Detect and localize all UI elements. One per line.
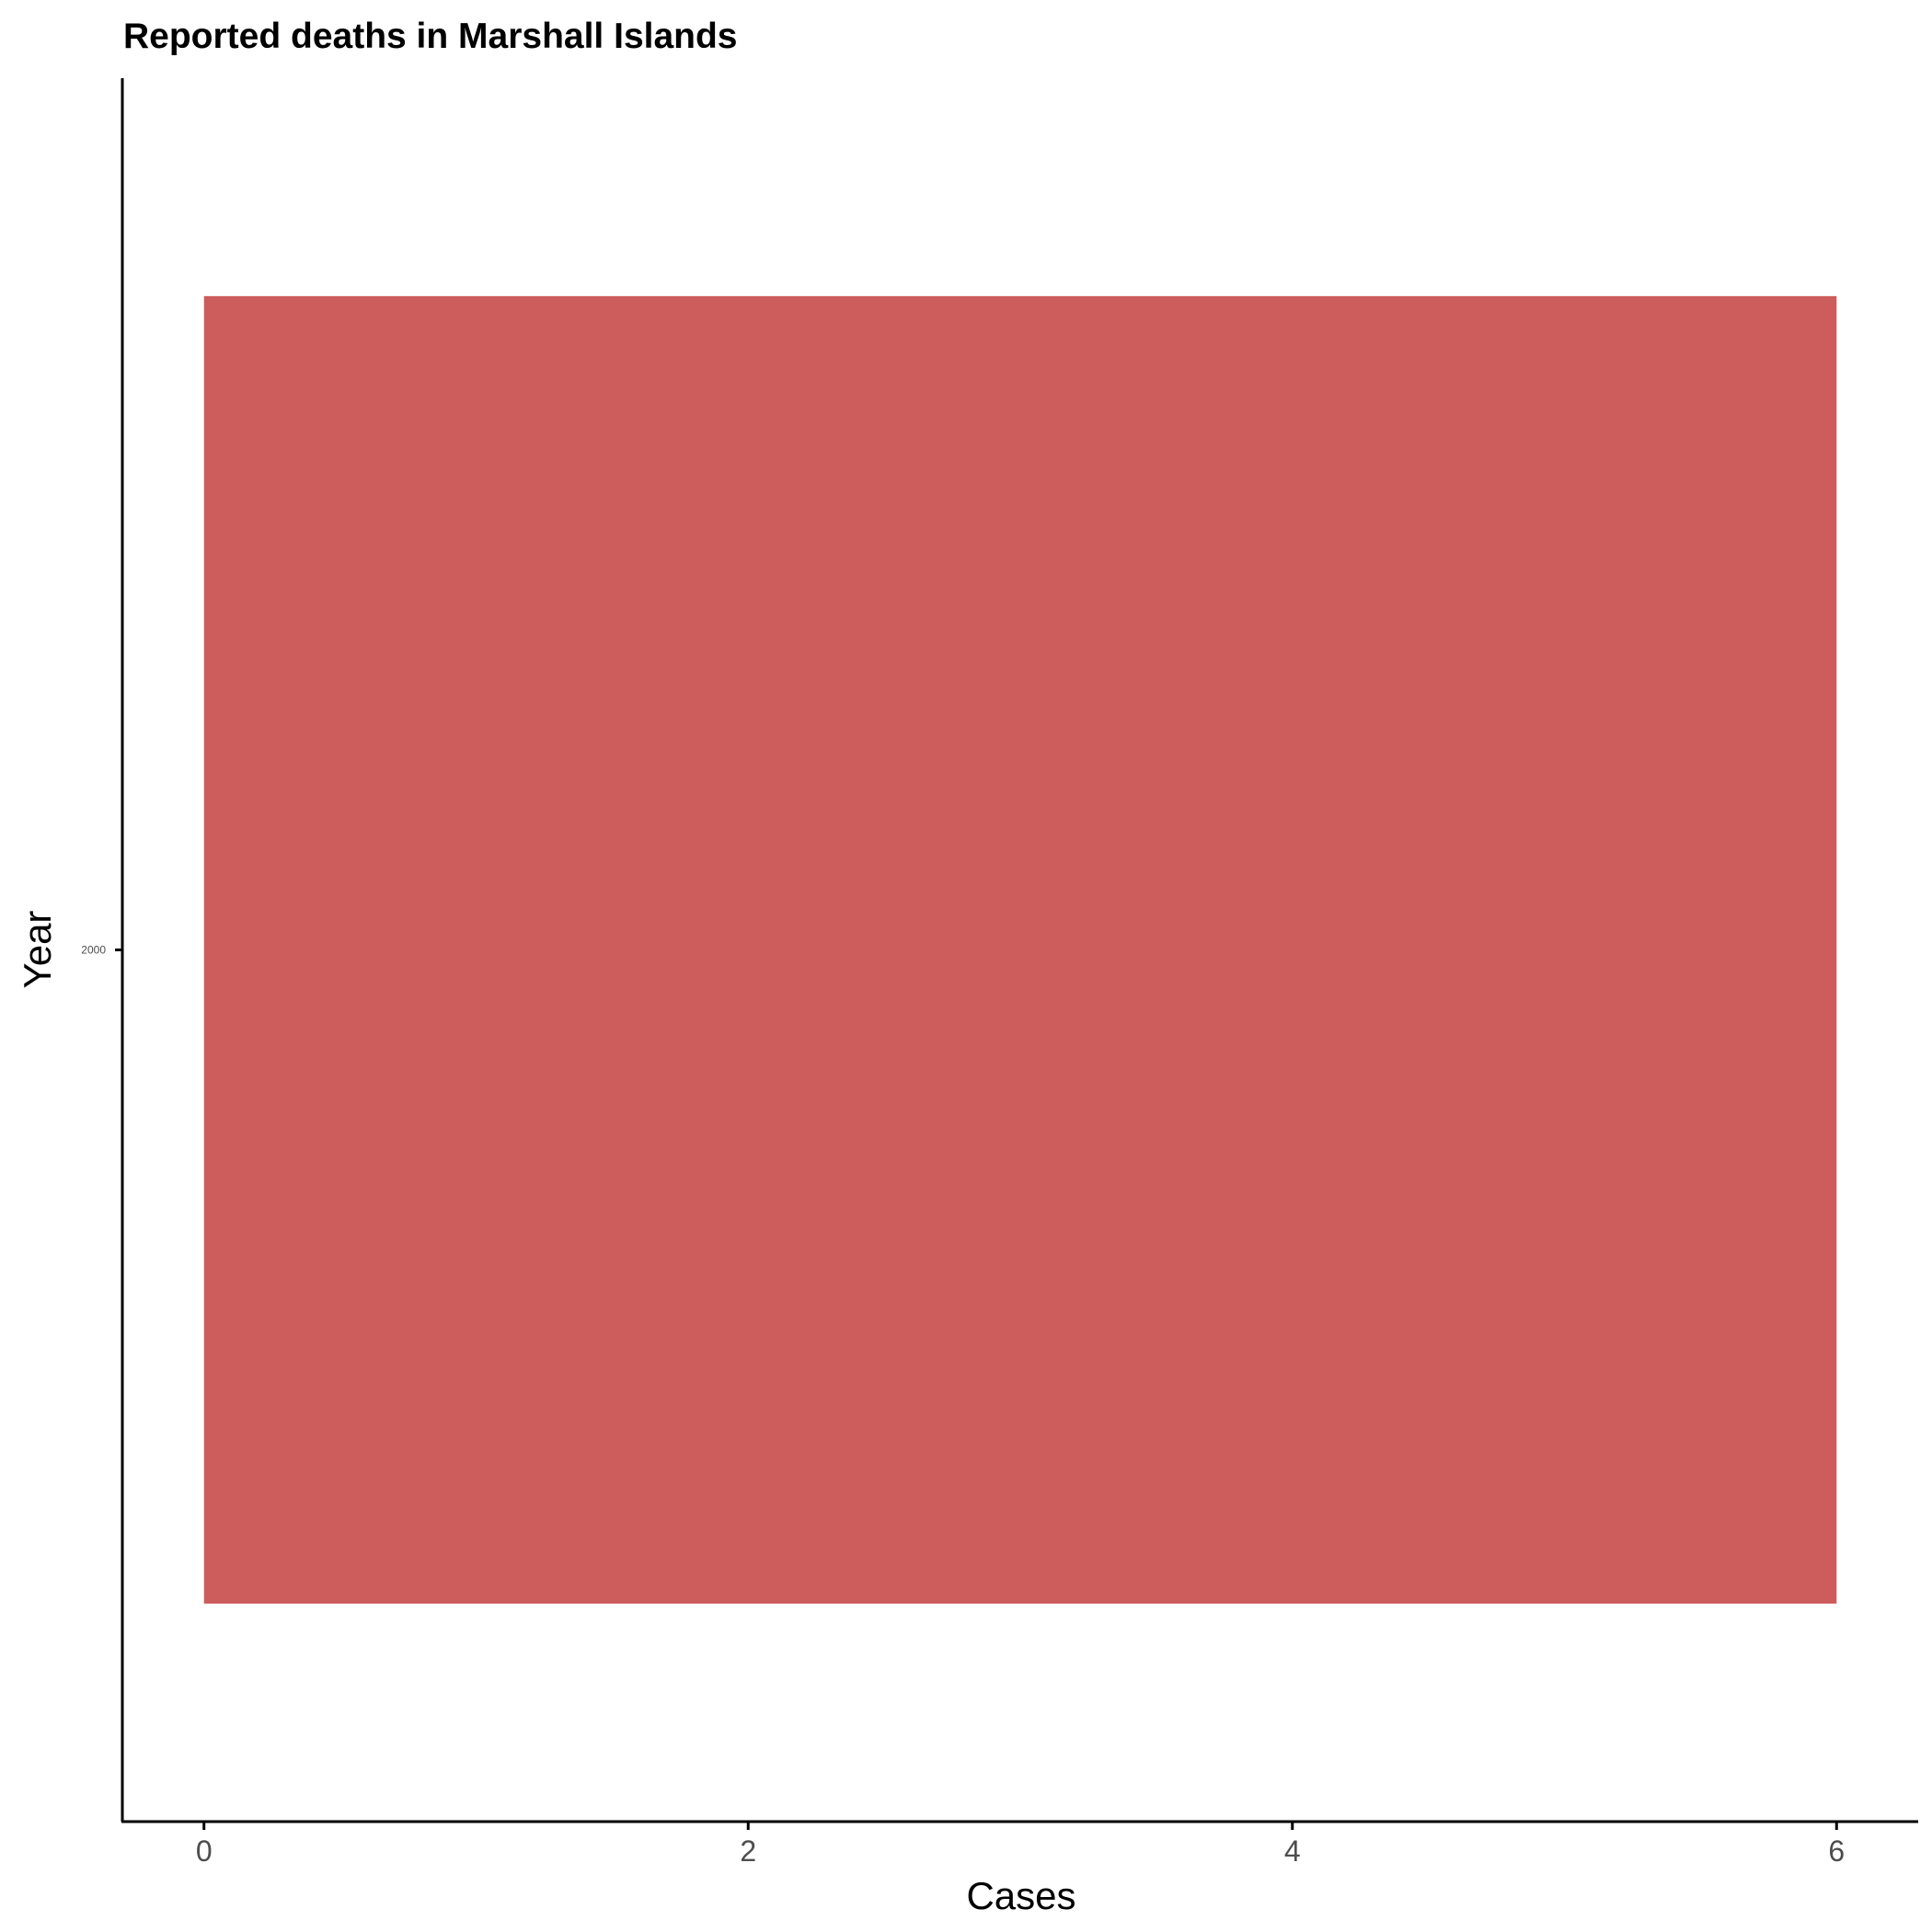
x-axis-title: Cases: [966, 1874, 1075, 1917]
bar-2000: [203, 295, 1837, 1604]
x-tick-label: 0: [196, 1834, 213, 1868]
x-tick-label: 4: [1284, 1834, 1301, 1868]
y-tick-label: 2000: [81, 944, 106, 957]
x-tick-label: 2: [740, 1834, 756, 1868]
y-axis-title: Year: [16, 911, 59, 989]
x-tick-label: 6: [1828, 1834, 1845, 1868]
x-ticks: 0 2 4 6: [196, 1822, 1845, 1868]
y-ticks: 2000: [81, 944, 122, 957]
bars: [203, 295, 1837, 1604]
chart-title: Reported deaths in Marshall Islands: [123, 17, 738, 56]
